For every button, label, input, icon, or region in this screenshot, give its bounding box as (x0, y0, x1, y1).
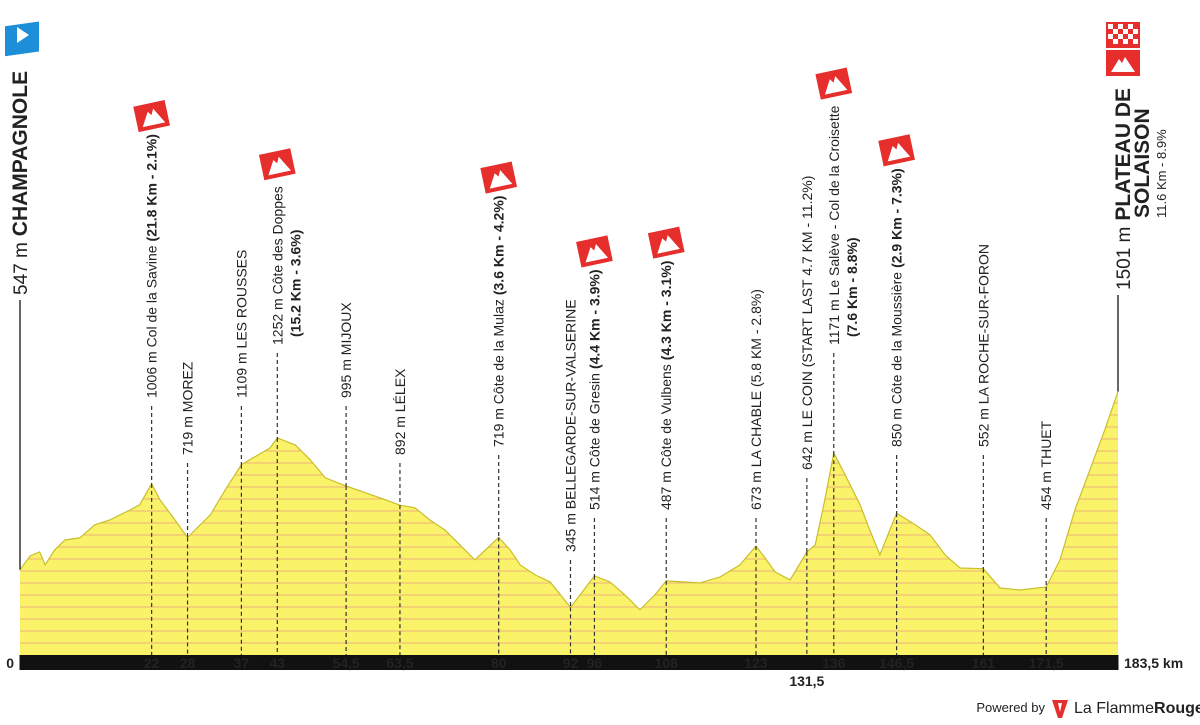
km-label: 136 (822, 655, 846, 671)
finish-name: PLATEAU DE (1112, 88, 1135, 221)
climb-icon (258, 148, 296, 181)
waypoint-name: 454 m THUET (1038, 420, 1054, 510)
waypoint-label: 514 m Côte de Gresin (4.4 Km - 3.9%) (586, 269, 602, 510)
waypoint-climb: (4.3 Km - 3.1%) (658, 261, 674, 361)
waypoint-name: 892 m LÉLEX (392, 368, 408, 455)
km-label: 80 (491, 655, 507, 671)
waypoint-label: 1109 m LES ROUSSES (233, 250, 249, 398)
brand-logo-mark (1058, 703, 1062, 712)
finish-name: SOLAISON (1131, 108, 1154, 218)
x-tick-label: 0 (6, 655, 14, 671)
climb-icon-mountain (489, 170, 513, 189)
km-label: 123 (744, 655, 768, 671)
waypoint-climb: (3.6 Km - 4.2%) (491, 196, 507, 296)
brand-bold: Rouge (1154, 700, 1200, 717)
distance-bar (20, 655, 1118, 670)
climb-icon (133, 100, 170, 133)
km-label: 96 (587, 655, 603, 671)
waypoint-name: 642 m LE COIN (START LAST 4.7 KM - 11.2%… (799, 176, 815, 470)
climb-icon (815, 67, 853, 100)
climb-icon-mountain (657, 235, 680, 254)
climb-icon (878, 134, 915, 167)
waypoint-name: 345 m BELLEGARDE-SUR-VALSERINE (562, 299, 578, 552)
waypoint-name: 719 m MOREZ (180, 361, 196, 455)
start-flag (5, 21, 39, 57)
waypoint-label: 345 m BELLEGARDE-SUR-VALSERINE (562, 299, 578, 552)
waypoint-label: 673 m LA CHABLE (5.8 KM - 2.8%) (748, 289, 764, 510)
climb-icon (647, 226, 685, 259)
waypoint-name: 719 m Côte de la Mulaz (491, 299, 507, 447)
brand-name: La FlammeRouge (1074, 700, 1200, 717)
km-label: 63,5 (386, 655, 413, 671)
waypoint-name: 1006 m Col de la Savine (144, 245, 160, 398)
waypoint-name: 1109 m LES ROUSSES (233, 250, 249, 398)
climb-icon-mountain (142, 108, 166, 128)
waypoint-label: 454 m THUET (1038, 420, 1054, 510)
waypoint-name: 850 m Côte de la Moussière (889, 272, 905, 447)
label-layer: 0 183,5 km 547 m CHAMPAGNOLE 1501 m PLATEAU D… (6, 67, 1183, 689)
finish-label: 1501 m PLATEAU DE (1112, 88, 1135, 290)
powered-by: Powered by (976, 700, 1045, 715)
start-elevation: 547 m (11, 242, 32, 295)
climb-icon (576, 235, 613, 268)
waypoint-label: 642 m LE COIN (START LAST 4.7 KM - 11.2%… (799, 176, 815, 470)
km-label: 37 (234, 655, 250, 671)
climb-icon-mountain (887, 142, 911, 162)
x-tick-label: 183,5 km (1124, 655, 1183, 671)
waypoint-label: 487 m Côte de Vulbens (4.3 Km - 3.1%) (658, 261, 674, 510)
waypoint-label: 995 m MIJOUX (338, 302, 354, 398)
start-label: 547 m CHAMPAGNOLE (9, 71, 32, 295)
waypoint-name: 1171 m Le Salève - Col de la Croisette (826, 105, 842, 345)
waypoint-name: 673 m LA CHABLE (5.8 KM - 2.8%) (748, 289, 764, 510)
finish-elevation: 1501 m (1114, 227, 1135, 290)
brand-light: La Flamme (1074, 700, 1154, 717)
km-label: 54,5 (332, 655, 359, 671)
profile-area (20, 391, 1118, 655)
waypoint-label: 719 m Côte de la Mulaz (3.6 Km - 4.2%) (491, 196, 507, 447)
waypoint-name: 1252 m Côte des Doppes (269, 186, 285, 345)
km-label: 146,5 (879, 655, 914, 671)
waypoint-name: 995 m MIJOUX (338, 302, 354, 398)
waypoint-name: 487 m Côte de Vulbens (658, 364, 674, 510)
km-label: 28 (180, 655, 196, 671)
waypoint-label: 1006 m Col de la Savine (21.8 Km - 2.1%) (144, 134, 160, 398)
waypoint-label: 1252 m Côte des Doppes (269, 186, 285, 345)
waypoint-name: 514 m Côte de Gresin (586, 373, 602, 510)
km-label: 43 (270, 655, 286, 671)
km-label: 108 (655, 655, 679, 671)
waypoint-label: 552 m LA ROCHE-SUR-FORON (975, 244, 991, 447)
climb-icon-mountain (268, 156, 291, 176)
climb-icon (480, 161, 518, 194)
finish-flag (1106, 22, 1140, 76)
waypoint-label: 850 m Côte de la Moussière (2.9 Km - 7.3%… (889, 168, 905, 447)
waypoint-label: 892 m LÉLEX (392, 368, 408, 455)
km-label: 22 (144, 655, 160, 671)
km-label: 131,5 (789, 673, 824, 689)
km-label: 171,5 (1029, 655, 1064, 671)
waypoint-label: 719 m MOREZ (180, 361, 196, 455)
km-label: 92 (563, 655, 579, 671)
waypoint-label: 1171 m Le Salève - Col de la Croisette (826, 105, 842, 345)
waypoint-name: 552 m LA ROCHE-SUR-FORON (975, 244, 991, 447)
waypoint-climb: (7.6 Km - 8.8%) (844, 237, 860, 337)
waypoint-climb: (4.4 Km - 3.9%) (586, 269, 602, 369)
climb-icon-mountain (824, 76, 848, 95)
start-name: CHAMPAGNOLE (9, 71, 32, 236)
climb-icon-mountain (585, 243, 609, 263)
waypoint-climb: (21.8 Km - 2.1%) (144, 134, 160, 241)
waypoint-climb: (15.2 Km - 3.6%) (287, 230, 303, 337)
finish-climb: 11.6 Km - 8.9% (1154, 129, 1169, 218)
waypoint-climb: (2.9 Km - 7.3%) (889, 168, 905, 268)
km-label: 161 (972, 655, 996, 671)
